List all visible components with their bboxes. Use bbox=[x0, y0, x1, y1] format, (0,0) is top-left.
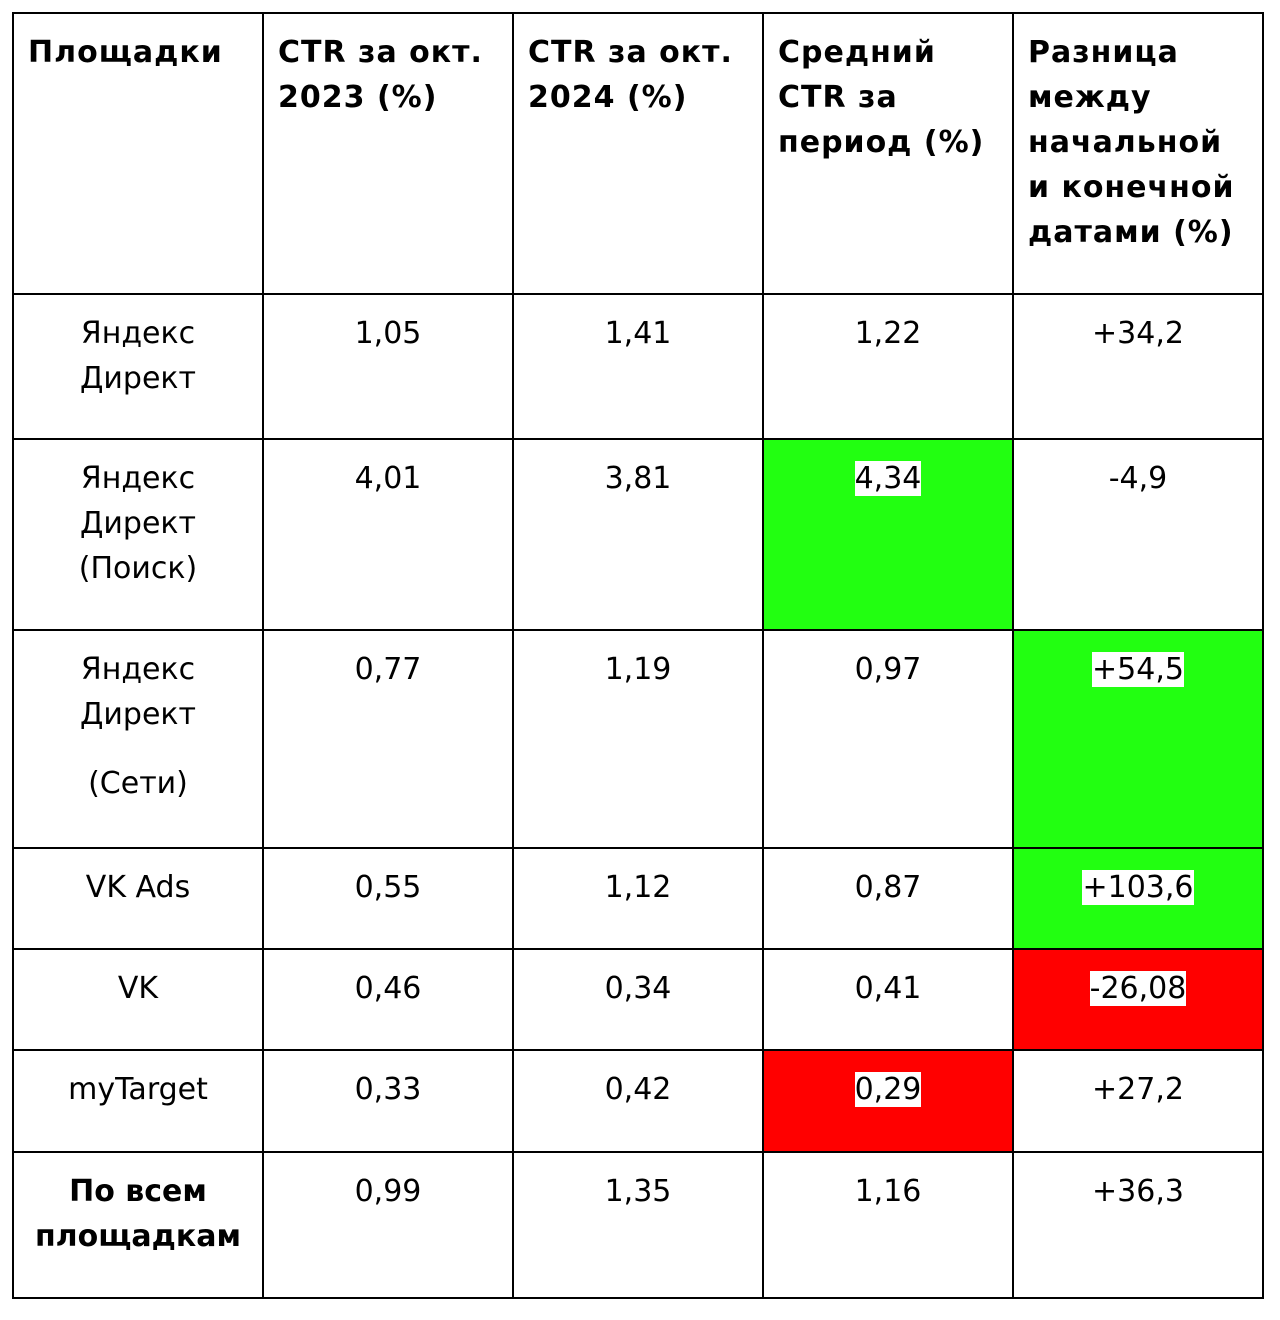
avg-ctr-cell-highlight-max: 4,34 bbox=[762, 438, 1014, 631]
header-ctr-2024: CTR за окт. 2024 (%) bbox=[512, 12, 764, 295]
platform-cell: Яндекс Директ (Сети) bbox=[12, 629, 264, 849]
table-row: VK 0,46 0,34 0,41 -26,08 bbox=[12, 948, 1264, 1051]
diff-value: +103,6 bbox=[1082, 870, 1194, 905]
diff-cell-highlight-growth: +103,6 bbox=[1012, 847, 1264, 950]
avg-ctr-cell: 0,97 bbox=[762, 629, 1014, 849]
table-row: myTarget 0,33 0,42 0,29 +27,2 bbox=[12, 1049, 1264, 1153]
platform-line: площадкам bbox=[34, 1219, 242, 1254]
table-row: Яндекс Директ (Сети) 0,77 1,19 0,97 +54,… bbox=[12, 629, 1264, 849]
ctr-comparison-table: Площадки CTR за окт. 2023 (%) CTR за окт… bbox=[12, 12, 1264, 1299]
avg-ctr-value: 0,29 bbox=[854, 1072, 922, 1107]
header-diff: Разница между начальной и конечной датам… bbox=[1012, 12, 1264, 295]
header-platforms: Площадки bbox=[12, 12, 264, 295]
line-spacer bbox=[28, 737, 248, 761]
ctr-2023-cell: 0,46 bbox=[262, 948, 514, 1051]
diff-cell: +36,3 bbox=[1012, 1151, 1264, 1299]
ctr-2024-cell: 1,35 bbox=[512, 1151, 764, 1299]
platform-line: Директ bbox=[79, 506, 197, 541]
ctr-2023-cell: 1,05 bbox=[262, 293, 514, 440]
platform-cell: Яндекс Директ bbox=[12, 293, 264, 440]
platform-line: (Поиск) bbox=[78, 551, 198, 586]
platform-line: VK bbox=[117, 971, 159, 1006]
diff-cell: +27,2 bbox=[1012, 1049, 1264, 1153]
header-avg-ctr: Средний CTR за период (%) bbox=[762, 12, 1014, 295]
diff-cell-highlight-decline: -26,08 bbox=[1012, 948, 1264, 1051]
table-row: Яндекс Директ (Поиск) 4,01 3,81 4,34 -4,… bbox=[12, 438, 1264, 631]
diff-value: +54,5 bbox=[1092, 652, 1184, 687]
platform-line: VK Ads bbox=[85, 870, 191, 905]
ctr-2023-cell: 0,99 bbox=[262, 1151, 514, 1299]
platform-cell: VK Ads bbox=[12, 847, 264, 950]
diff-cell: -4,9 bbox=[1012, 438, 1264, 631]
ctr-2023-cell: 0,33 bbox=[262, 1049, 514, 1153]
ctr-2023-cell: 4,01 bbox=[262, 438, 514, 631]
platform-line: Яндекс bbox=[80, 316, 196, 351]
platform-line: По всем bbox=[69, 1174, 207, 1209]
platform-cell-total: По всем площадкам bbox=[12, 1151, 264, 1299]
avg-ctr-cell: 0,87 bbox=[762, 847, 1014, 950]
ctr-2024-cell: 3,81 bbox=[512, 438, 764, 631]
platform-cell: myTarget bbox=[12, 1049, 264, 1153]
diff-cell: +34,2 bbox=[1012, 293, 1264, 440]
ctr-2024-cell: 0,34 bbox=[512, 948, 764, 1051]
platform-cell: Яндекс Директ (Поиск) bbox=[12, 438, 264, 631]
avg-ctr-cell: 0,41 bbox=[762, 948, 1014, 1051]
avg-ctr-cell-highlight-min: 0,29 bbox=[762, 1049, 1014, 1153]
diff-value: -26,08 bbox=[1089, 971, 1187, 1006]
platform-line: Яндекс bbox=[80, 461, 196, 496]
avg-ctr-value: 4,34 bbox=[854, 461, 922, 496]
table-row-total: По всем площадкам 0,99 1,35 1,16 +36,3 bbox=[12, 1151, 1264, 1299]
platform-line: Директ bbox=[79, 361, 197, 396]
avg-ctr-cell: 1,16 bbox=[762, 1151, 1014, 1299]
platform-cell: VK bbox=[12, 948, 264, 1051]
ctr-2024-cell: 1,12 bbox=[512, 847, 764, 950]
table-row: VK Ads 0,55 1,12 0,87 +103,6 bbox=[12, 847, 1264, 950]
platform-line: Яндекс bbox=[80, 652, 196, 687]
platform-line: Директ bbox=[79, 697, 197, 732]
header-ctr-2023: CTR за окт. 2023 (%) bbox=[262, 12, 514, 295]
ctr-2023-cell: 0,77 bbox=[262, 629, 514, 849]
table-header-row: Площадки CTR за окт. 2023 (%) CTR за окт… bbox=[12, 12, 1264, 295]
table-row: Яндекс Директ 1,05 1,41 1,22 +34,2 bbox=[12, 293, 1264, 440]
avg-ctr-cell: 1,22 bbox=[762, 293, 1014, 440]
ctr-2024-cell: 1,41 bbox=[512, 293, 764, 440]
diff-cell-highlight-growth: +54,5 bbox=[1012, 629, 1264, 849]
ctr-2024-cell: 1,19 bbox=[512, 629, 764, 849]
platform-line: myTarget bbox=[68, 1072, 208, 1107]
ctr-2024-cell: 0,42 bbox=[512, 1049, 764, 1153]
ctr-2023-cell: 0,55 bbox=[262, 847, 514, 950]
platform-line: (Сети) bbox=[88, 766, 188, 801]
